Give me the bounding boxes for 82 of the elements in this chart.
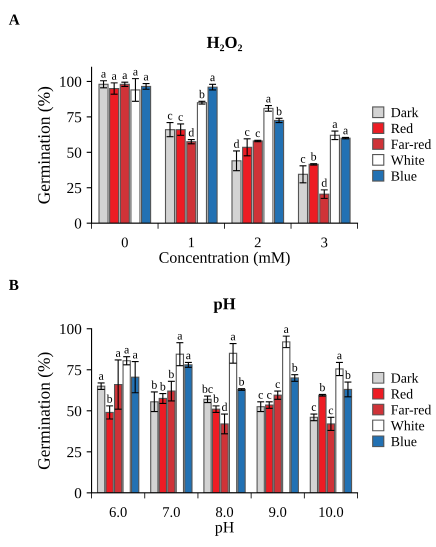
x-tick-label: 1: [188, 238, 194, 248]
legend-label: Blue: [391, 436, 416, 446]
data-label: a: [337, 354, 342, 360]
data-label: b: [198, 90, 204, 98]
x-tick-label: 10.0: [319, 507, 344, 518]
data-label: a: [98, 374, 104, 380]
data-label: a: [343, 128, 348, 134]
data-label: c: [168, 114, 172, 120]
legend-label: Dark: [391, 107, 418, 118]
data-label: c: [258, 393, 263, 399]
data-label: c: [328, 408, 334, 414]
data-label: c: [276, 382, 280, 388]
text: A: [8, 14, 20, 25]
data-label: d: [322, 178, 328, 187]
data-label: b: [292, 363, 298, 372]
legend-label: Red: [391, 388, 413, 399]
data-label: a: [116, 351, 121, 357]
legend-label: Red: [391, 123, 413, 134]
data-label: b: [319, 382, 325, 392]
legend-label: Far-red: [391, 139, 432, 149]
data-label: c: [178, 115, 183, 121]
text: B: [8, 280, 18, 290]
x-tick-label: 3: [321, 238, 328, 248]
x-tick-label: 0: [122, 237, 128, 248]
data-label: b: [238, 377, 244, 386]
y-tick-label: 0: [74, 218, 82, 229]
y-tick-label: 25: [67, 182, 82, 194]
legend-label: Far-red: [391, 404, 432, 415]
data-label: b: [310, 152, 316, 161]
data-label: b: [106, 394, 112, 403]
data-label: c: [244, 130, 250, 136]
legend-label: Blue: [391, 170, 416, 181]
data-label: a: [210, 76, 216, 82]
data-label: a: [284, 327, 289, 334]
y-tick-label: 75: [68, 365, 82, 376]
data-label: c: [300, 157, 306, 163]
data-label: a: [186, 354, 191, 360]
data-label: a: [122, 73, 128, 80]
data-label: b: [151, 380, 157, 389]
data-label: a: [144, 74, 149, 80]
data-label: b: [160, 382, 166, 390]
y-tick-label: 50: [67, 406, 82, 416]
data-label: a: [101, 72, 106, 78]
data-label: a: [112, 74, 117, 80]
data-label: bc: [202, 384, 213, 393]
legend-label: White: [390, 155, 424, 165]
legend-label: White: [390, 420, 424, 430]
y-tick-label: 100: [60, 324, 82, 334]
y-tick-label: 75: [68, 112, 82, 122]
x-tick-label: 9.0: [269, 507, 286, 518]
data-label: c: [256, 131, 260, 138]
x-axis-title: pH: [215, 522, 234, 536]
x-tick-label: 7.0: [163, 507, 180, 518]
x-tick-label: 6.0: [110, 507, 127, 518]
y-tick-label: 100: [60, 76, 82, 87]
data-label: b: [213, 394, 219, 403]
data-label: b: [168, 370, 174, 378]
y-tick-label: 0: [74, 488, 82, 498]
data-label: d: [222, 402, 228, 411]
chart-title: H₂O₂: [206, 36, 242, 52]
data-label: d: [188, 128, 194, 136]
y-tick-label: 50: [67, 147, 82, 158]
data-label: c: [312, 405, 316, 411]
data-label: a: [124, 348, 130, 354]
x-axis-title: Concentration (mM): [159, 252, 290, 266]
data-label: a: [132, 352, 138, 358]
data-label: b: [344, 370, 350, 379]
y-tick-label: 25: [67, 447, 82, 458]
y-axis-title: Germination (%): [38, 86, 54, 204]
legend-label: Dark: [391, 373, 418, 383]
chart-title: pH: [214, 298, 236, 313]
data-label: a: [133, 70, 138, 76]
x-tick-label: 2: [254, 238, 261, 248]
y-axis-title: Germination (%): [38, 352, 54, 470]
data-label: a: [332, 122, 338, 128]
data-label: a: [178, 334, 182, 340]
data-label: c: [267, 393, 272, 399]
x-tick-label: 8.0: [216, 507, 234, 518]
data-label: a: [266, 96, 271, 102]
data-label: a: [230, 334, 236, 340]
data-label: b: [276, 106, 282, 116]
data-label: d: [234, 139, 240, 148]
